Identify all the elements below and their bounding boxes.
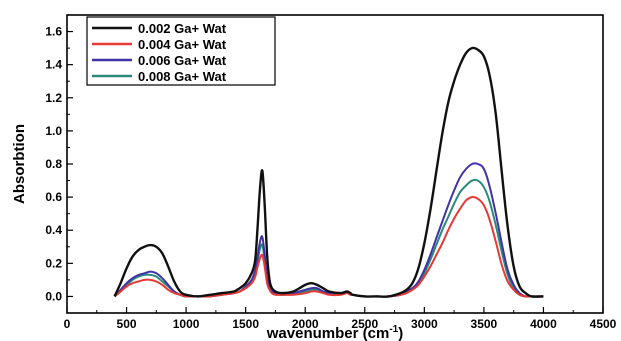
y-tick-label: 0.2 <box>45 256 62 270</box>
y-tick-label: 1.2 <box>45 91 62 105</box>
y-tick-label: 1.0 <box>45 124 62 138</box>
series-line-1 <box>113 46 544 298</box>
x-tick-label: 1000 <box>173 317 200 331</box>
y-tick-label: 0.6 <box>45 190 62 204</box>
series-line-2 <box>113 196 544 298</box>
x-axis-label-main: wavenumber (cm <box>266 325 390 341</box>
legend-label: 0.002 Ga+ Wat <box>138 21 227 36</box>
y-tick-label: 0.4 <box>45 223 62 237</box>
x-tick-label: 500 <box>117 317 137 331</box>
y-tick-label: 0.0 <box>45 289 62 303</box>
x-axis-label: wavenumber (cm-1) <box>266 324 403 341</box>
x-tick-label: 3500 <box>471 317 498 331</box>
y-axis-label: Absorbtion <box>11 124 28 204</box>
x-tick-label: 4000 <box>530 317 557 331</box>
series-line-4 <box>113 178 544 298</box>
legend-label: 0.008 Ga+ Wat <box>138 69 227 84</box>
x-tick-label: 1500 <box>232 317 259 331</box>
series-layer <box>113 46 544 298</box>
x-axis-label-close: ) <box>398 325 403 341</box>
x-tick-label: 0 <box>64 317 71 331</box>
x-tick-label: 4500 <box>590 317 617 331</box>
y-axis: 0.0 0.2 0.4 0.6 0.8 1.0 1.2 1.4 1.6 <box>45 25 73 303</box>
x-tick-label: 2500 <box>351 317 378 331</box>
series-line-3 <box>113 162 544 298</box>
y-tick-label: 0.8 <box>45 157 62 171</box>
y-tick-label: 1.4 <box>45 58 62 72</box>
legend-label: 0.006 Ga+ Wat <box>138 53 227 68</box>
legend-label: 0.004 Ga+ Wat <box>138 37 227 52</box>
x-axis-label-sup: -1 <box>389 324 398 335</box>
y-tick-label: 1.6 <box>45 25 62 39</box>
x-tick-label: 2000 <box>292 317 319 331</box>
x-axis: 0 500 1000 1500 2000 2500 3000 3500 4000 4500 <box>64 307 617 331</box>
x-tick-label: 3000 <box>411 317 438 331</box>
